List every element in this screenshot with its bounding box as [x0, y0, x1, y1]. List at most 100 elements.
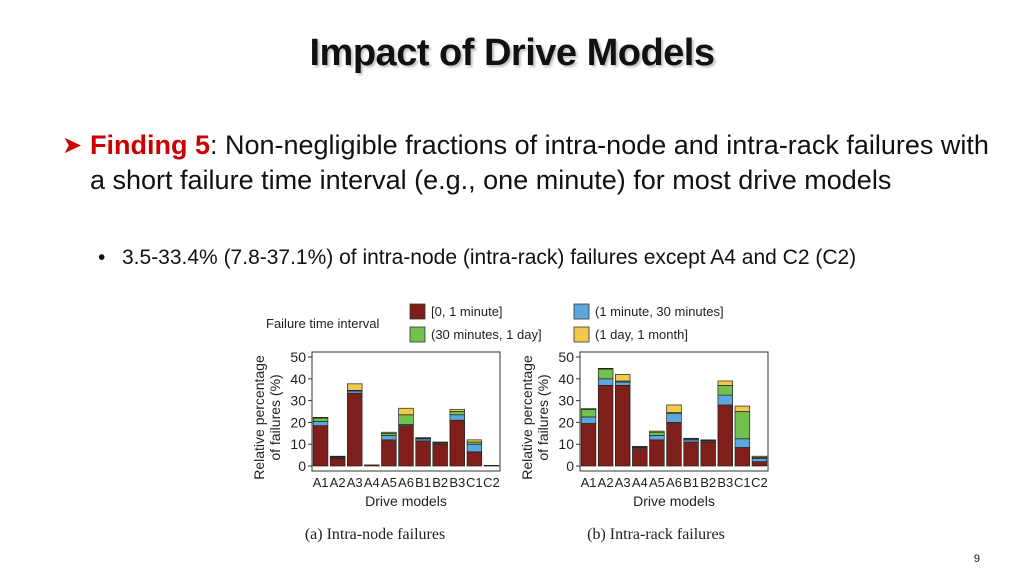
bar-segment [449, 414, 465, 421]
x-axis-label: Drive models [365, 493, 447, 509]
x-tick-label: A2 [330, 475, 346, 490]
bar-segment [432, 441, 448, 444]
y-tick-label: 40 [290, 371, 306, 387]
y-tick-label: 50 [290, 349, 306, 365]
bar-segment [751, 458, 768, 462]
bar-segment [734, 411, 751, 440]
bar-segment [381, 431, 397, 434]
y-tick-label: 40 [558, 371, 574, 387]
x-tick-label: B2 [700, 475, 716, 490]
bar-segment [751, 461, 768, 467]
x-tick-label: A3 [347, 475, 363, 490]
bar-segment [717, 394, 733, 406]
plot-frame [311, 351, 501, 472]
bar-segment [734, 447, 751, 467]
x-tick-label: A4 [364, 475, 380, 490]
bullet-dot-icon: • [98, 246, 106, 269]
finding-label: Finding 5 [90, 130, 210, 160]
bar-segment [466, 439, 483, 443]
x-tick-label: A2 [598, 475, 614, 490]
bar-segment [717, 404, 733, 467]
bar-segment [683, 437, 699, 440]
y-axis-label: of failures (%) [535, 374, 551, 460]
finding-bullet: ➤ Finding 5: Non-negligible fractions of… [62, 128, 992, 198]
bar-segment [312, 425, 329, 467]
y-tick-label: 20 [558, 414, 574, 430]
x-tick-label: B3 [449, 475, 465, 490]
slide-title: Impact of Drive Models [309, 32, 715, 74]
bar-segment [329, 455, 346, 458]
bar-segment [449, 411, 465, 416]
bar-segment [415, 440, 431, 467]
x-tick-label: A4 [632, 475, 648, 490]
x-tick-label: A6 [398, 475, 414, 490]
x-tick-label: B1 [683, 475, 699, 490]
bar-segment [381, 435, 397, 441]
bar-segment [398, 425, 414, 467]
x-tick-label: C2 [751, 475, 768, 490]
x-tick-label: A1 [581, 475, 597, 490]
finding-text: : Non-negligible fractions of intra-node… [90, 130, 989, 195]
y-tick-label: 10 [290, 436, 306, 452]
bar-segment [615, 381, 631, 386]
bar-segment [580, 416, 597, 424]
bar-segment [398, 414, 414, 425]
x-tick-label: B3 [717, 475, 733, 490]
x-tick-label: A5 [381, 475, 397, 490]
bar-segment [580, 408, 597, 410]
stacked-bar-figure: Failure time interval [0, 1 minute] (30 mi… [251, 303, 769, 543]
bar-segment [751, 455, 768, 458]
bar-segment [466, 443, 483, 453]
arrow-bullet-icon: ➤ [62, 132, 83, 159]
bar-segment [597, 384, 614, 467]
x-tick-label: B2 [432, 475, 448, 490]
bar-segment [312, 417, 329, 422]
legend-label: [0, 1 minute] [431, 304, 503, 319]
bar-segment [449, 408, 465, 412]
bar-segment [615, 384, 631, 467]
bar-segment [615, 374, 631, 382]
sub-bullet: • 3.5-33.4% (7.8-37.1%) of intra-node (i… [98, 243, 988, 273]
x-tick-label: B1 [415, 475, 431, 490]
bar-segment [597, 368, 614, 380]
bar-segment [717, 384, 733, 396]
bar-segment [398, 407, 414, 416]
chart-caption: (b) Intra-rack failures [587, 526, 725, 543]
bar-segment [415, 437, 431, 439]
bar-segment [432, 443, 448, 467]
bar-segment [597, 367, 614, 370]
bar-segment [717, 380, 733, 386]
legend-title: Failure time interval [266, 316, 380, 331]
bar-segment [449, 419, 465, 467]
y-tick-label: 10 [558, 436, 574, 452]
y-axis-label: Relative percentage [251, 355, 267, 480]
bar-segment [329, 458, 346, 467]
y-axis-label: of failures (%) [267, 374, 283, 460]
bar-segment [700, 439, 716, 441]
bar-segment [483, 464, 500, 467]
bar-segment [734, 438, 751, 448]
bar-segment [632, 446, 648, 448]
bar-segment [312, 420, 329, 427]
x-tick-label: A3 [615, 475, 631, 490]
bar-segment [649, 435, 665, 441]
x-tick-label: A5 [649, 475, 665, 490]
x-tick-label: C2 [483, 475, 500, 490]
legend-swatch [409, 303, 426, 320]
y-tick-label: 0 [298, 458, 306, 474]
y-tick-label: 30 [558, 393, 574, 409]
sub-bullet-text: 3.5-33.4% (7.8-37.1%) of intra-node (int… [122, 246, 857, 269]
y-tick-label: 30 [290, 393, 306, 409]
bar-segment [580, 423, 597, 467]
y-tick-label: 0 [566, 458, 574, 474]
x-tick-label: C1 [734, 475, 751, 490]
x-tick-label: A1 [313, 475, 329, 490]
bar-segment [700, 441, 716, 467]
legend-label: (1 day, 1 month] [595, 327, 688, 342]
bar-segment [347, 392, 363, 467]
bar-segment [649, 431, 665, 436]
y-tick-label: 50 [558, 349, 574, 365]
legend-swatch [573, 326, 590, 343]
x-axis-label: Drive models [633, 493, 715, 509]
bar-segment [580, 408, 597, 418]
